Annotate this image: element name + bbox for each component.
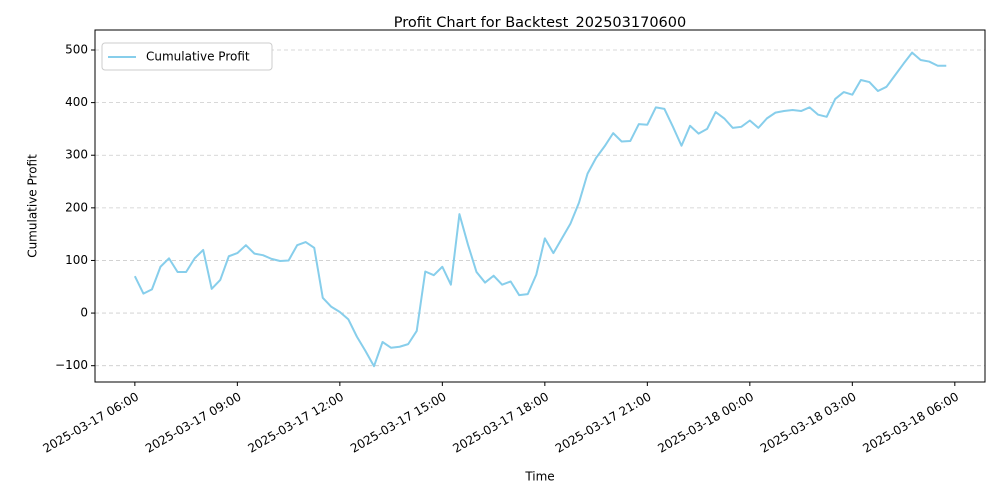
y-tick-label: 300 [65, 148, 88, 162]
legend-box [101, 42, 273, 71]
y-tick-label: 0 [80, 306, 88, 320]
plot-frame [94, 29, 986, 383]
x-tick-label: 2025-03-18 00:00 [655, 390, 756, 456]
x-tick-label: 2025-03-17 06:00 [40, 390, 141, 456]
legend-label: Cumulative Profit [146, 50, 250, 64]
y-tick-label: 100 [65, 253, 88, 267]
y-tick-label: 200 [65, 200, 88, 214]
x-tick-label: 2025-03-17 09:00 [143, 390, 244, 456]
y-axis-label: Cumulative Profit [26, 154, 40, 258]
x-tick-label: 2025-03-18 03:00 [758, 390, 859, 456]
y-tick-label: 500 [65, 42, 88, 56]
x-tick-label: 2025-03-18 06:00 [860, 390, 961, 456]
chart-title: Profit Chart for Backtest_202503170600 [394, 15, 686, 31]
x-axis-label: Time [524, 470, 554, 484]
x-tick-label: 2025-03-17 21:00 [553, 390, 654, 456]
y-tick-label: −100 [55, 358, 88, 372]
x-tick-label: 2025-03-17 18:00 [450, 390, 551, 456]
y-tick-label: 400 [65, 95, 88, 109]
x-tick-label: 2025-03-17 15:00 [348, 390, 449, 456]
x-tick-label: 2025-03-17 12:00 [245, 390, 346, 456]
line-series [133, 51, 947, 368]
